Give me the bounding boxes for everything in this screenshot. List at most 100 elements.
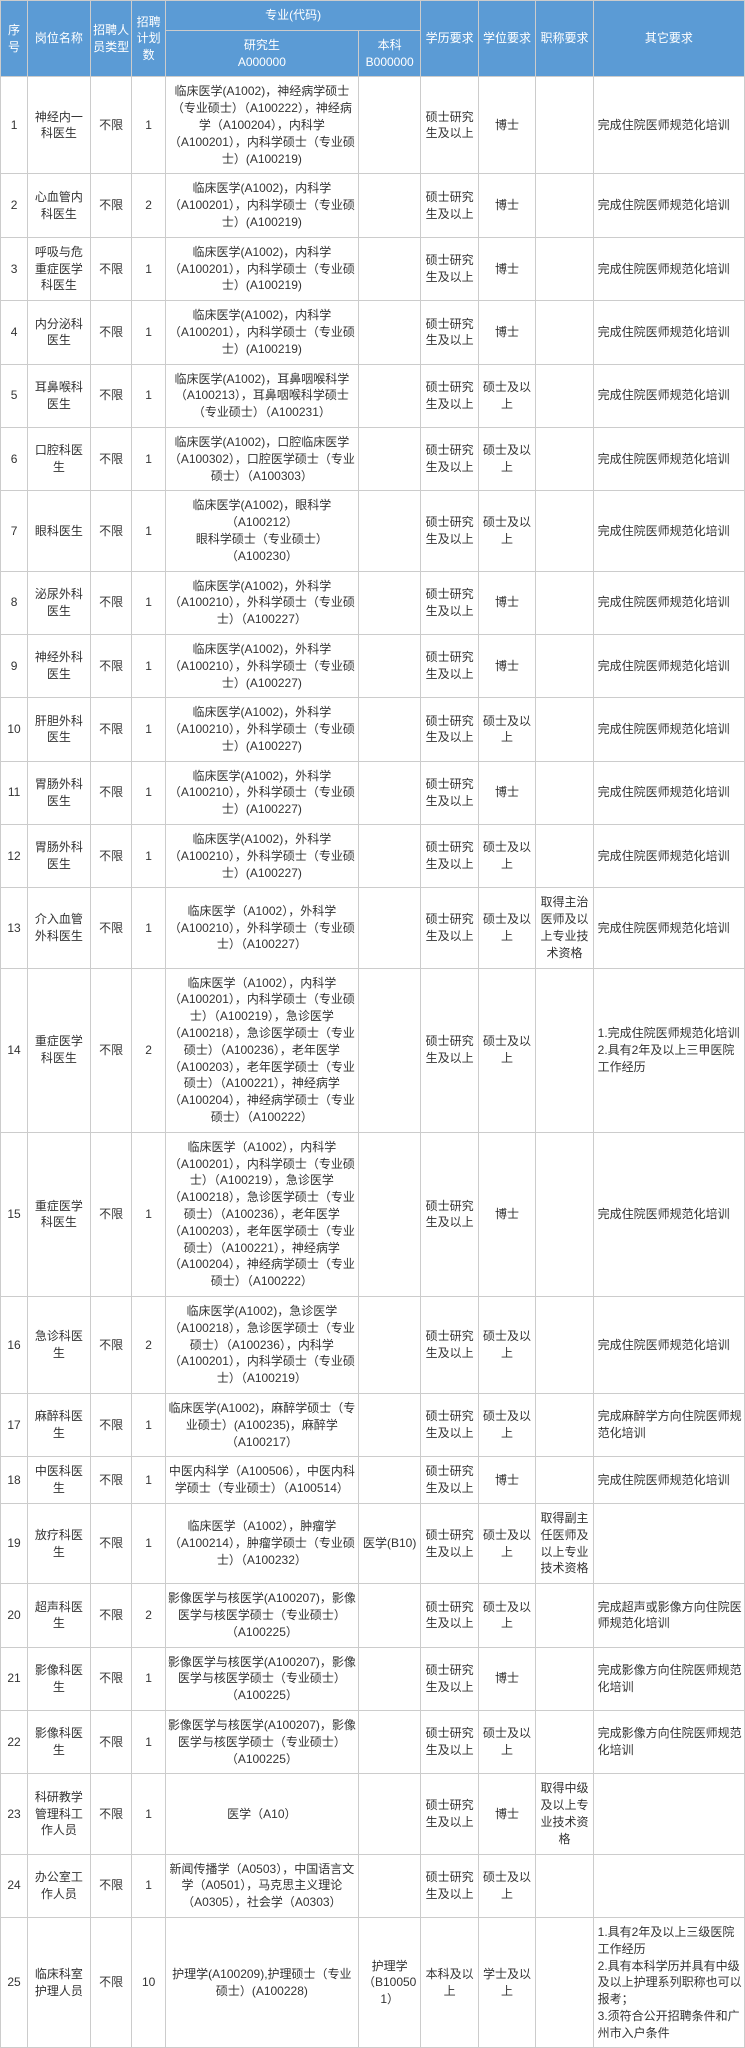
cell-title bbox=[536, 1647, 593, 1710]
cell-plan: 1 bbox=[132, 1854, 165, 1917]
cell-deg: 硕士及以上 bbox=[478, 1297, 535, 1394]
cell-edu: 硕士研究生及以上 bbox=[421, 1647, 478, 1710]
cell-ptype: 不限 bbox=[90, 174, 132, 237]
cell-deg: 博士 bbox=[478, 1132, 535, 1296]
table-body: 1神经内一科医生不限1临床医学(A1002)，神经病学硕士（专业硕士）（A100… bbox=[1, 77, 745, 2048]
cell-position: 超声科医生 bbox=[28, 1584, 91, 1647]
cell-idx: 15 bbox=[1, 1132, 28, 1296]
table-row: 5耳鼻喉科医生不限1临床医学(A1002)，耳鼻咽喉科学（A100213），耳鼻… bbox=[1, 364, 745, 427]
cell-idx: 22 bbox=[1, 1710, 28, 1773]
cell-position: 神经外科医生 bbox=[28, 634, 91, 697]
cell-edu: 硕士研究生及以上 bbox=[421, 1503, 478, 1583]
cell-ptype: 不限 bbox=[90, 968, 132, 1132]
col-edu: 学历要求 bbox=[421, 1, 478, 77]
cell-other bbox=[593, 1503, 744, 1583]
cell-plan: 1 bbox=[132, 634, 165, 697]
cell-grad: 临床医学(A1002)，内科学（A100201），内科学硕士（专业硕士）(A10… bbox=[165, 237, 358, 300]
cell-position: 中医科医生 bbox=[28, 1457, 91, 1504]
cell-idx: 24 bbox=[1, 1854, 28, 1917]
cell-position: 急诊科医生 bbox=[28, 1297, 91, 1394]
cell-deg: 硕士及以上 bbox=[478, 1710, 535, 1773]
cell-ug bbox=[358, 761, 421, 824]
cell-edu: 硕士研究生及以上 bbox=[421, 634, 478, 697]
recruitment-table: 序号 岗位名称 招聘人员类型 招聘计划数 专业(代码) 学历要求 学位要求 职称… bbox=[0, 0, 745, 2048]
cell-title bbox=[536, 761, 593, 824]
cell-other: 1.完成住院医师规范化培训2.具有2年及以上三甲医院工作经历 bbox=[593, 968, 744, 1132]
cell-grad: 临床医学（A1002），内科学（A100201），内科学硕士（专业硕士）（A10… bbox=[165, 968, 358, 1132]
cell-edu: 硕士研究生及以上 bbox=[421, 1297, 478, 1394]
cell-ptype: 不限 bbox=[90, 698, 132, 761]
cell-ug bbox=[358, 174, 421, 237]
cell-edu: 硕士研究生及以上 bbox=[421, 174, 478, 237]
table-header: 序号 岗位名称 招聘人员类型 招聘计划数 专业(代码) 学历要求 学位要求 职称… bbox=[1, 1, 745, 77]
cell-idx: 20 bbox=[1, 1584, 28, 1647]
cell-position: 重症医学科医生 bbox=[28, 968, 91, 1132]
cell-title bbox=[536, 491, 593, 571]
cell-ug bbox=[358, 968, 421, 1132]
col-plan: 招聘计划数 bbox=[132, 1, 165, 77]
cell-ug bbox=[358, 491, 421, 571]
cell-edu: 硕士研究生及以上 bbox=[421, 77, 478, 174]
cell-other: 完成住院医师规范化培训 bbox=[593, 888, 744, 968]
cell-edu: 硕士研究生及以上 bbox=[421, 1457, 478, 1504]
cell-grad: 临床医学(A1002)，内科学（A100201），内科学硕士（专业硕士）(A10… bbox=[165, 301, 358, 364]
cell-position: 泌尿外科医生 bbox=[28, 571, 91, 634]
cell-position: 眼科医生 bbox=[28, 491, 91, 571]
cell-grad: 临床医学(A1002)，外科学（A100210），外科学硕士（专业硕士）（A10… bbox=[165, 571, 358, 634]
cell-other: 完成住院医师规范化培训 bbox=[593, 1297, 744, 1394]
cell-plan: 1 bbox=[132, 698, 165, 761]
cell-plan: 1 bbox=[132, 491, 165, 571]
table-row: 2心血管内科医生不限2临床医学(A1002)，内科学（A100201），内科学硕… bbox=[1, 174, 745, 237]
cell-other: 完成麻醉学方向住院医师规范化培训 bbox=[593, 1393, 744, 1456]
cell-ptype: 不限 bbox=[90, 1393, 132, 1456]
cell-deg: 硕士及以上 bbox=[478, 364, 535, 427]
cell-grad: 临床医学(A1002)，急诊医学（A100218），急诊医学硕士（专业硕士）（A… bbox=[165, 1297, 358, 1394]
cell-ug bbox=[358, 1457, 421, 1504]
cell-deg: 博士 bbox=[478, 634, 535, 697]
cell-edu: 硕士研究生及以上 bbox=[421, 761, 478, 824]
cell-edu: 硕士研究生及以上 bbox=[421, 825, 478, 888]
table-row: 15重症医学科医生不限1临床医学（A1002），内科学（A100201），内科学… bbox=[1, 1132, 745, 1296]
cell-idx: 8 bbox=[1, 571, 28, 634]
col-grad-label: 研究生 bbox=[244, 38, 280, 52]
cell-other: 完成影像方向住院医师规范化培训 bbox=[593, 1647, 744, 1710]
cell-position: 科研教学管理科工作人员 bbox=[28, 1774, 91, 1854]
cell-other: 完成住院医师规范化培训 bbox=[593, 427, 744, 490]
cell-deg: 硕士及以上 bbox=[478, 1503, 535, 1583]
cell-title: 取得主治医师及以上专业技术资格 bbox=[536, 888, 593, 968]
cell-ug bbox=[358, 1297, 421, 1394]
cell-idx: 5 bbox=[1, 364, 28, 427]
cell-deg: 硕士及以上 bbox=[478, 1393, 535, 1456]
cell-plan: 2 bbox=[132, 1297, 165, 1394]
col-grad-code: A000000 bbox=[238, 55, 286, 69]
cell-grad: 新闻传播学（A0503），中国语言文学（A0501），马克思主义理论（A0305… bbox=[165, 1854, 358, 1917]
cell-deg: 博士 bbox=[478, 761, 535, 824]
table-row: 24办公室工作人员不限1新闻传播学（A0503），中国语言文学（A0501），马… bbox=[1, 1854, 745, 1917]
cell-idx: 12 bbox=[1, 825, 28, 888]
cell-idx: 18 bbox=[1, 1457, 28, 1504]
cell-edu: 硕士研究生及以上 bbox=[421, 427, 478, 490]
table-row: 18中医科医生不限1中医内科学（A100506），中医内科学硕士（专业硕士）（A… bbox=[1, 1457, 745, 1504]
cell-position: 心血管内科医生 bbox=[28, 174, 91, 237]
cell-grad: 临床医学(A1002)，眼科学（A100212）眼科学硕士（专业硕士）（A100… bbox=[165, 491, 358, 571]
cell-idx: 2 bbox=[1, 174, 28, 237]
cell-edu: 硕士研究生及以上 bbox=[421, 888, 478, 968]
cell-grad: 临床医学（A1002），肿瘤学（A100214），肿瘤学硕士（专业硕士）（A10… bbox=[165, 1503, 358, 1583]
cell-ptype: 不限 bbox=[90, 1774, 132, 1854]
cell-plan: 1 bbox=[132, 1710, 165, 1773]
cell-ug bbox=[358, 1647, 421, 1710]
cell-grad: 影像医学与核医学(A100207)，影像医学与核医学硕士（专业硕士）（A1002… bbox=[165, 1584, 358, 1647]
table-row: 6口腔科医生不限1临床医学(A1002)，口腔临床医学（A100302），口腔医… bbox=[1, 427, 745, 490]
cell-deg: 博士 bbox=[478, 1774, 535, 1854]
cell-ptype: 不限 bbox=[90, 427, 132, 490]
cell-edu: 硕士研究生及以上 bbox=[421, 698, 478, 761]
cell-title bbox=[536, 1584, 593, 1647]
cell-title bbox=[536, 174, 593, 237]
cell-plan: 1 bbox=[132, 77, 165, 174]
cell-edu: 硕士研究生及以上 bbox=[421, 968, 478, 1132]
table-row: 19放疗科医生不限1临床医学（A1002），肿瘤学（A100214），肿瘤学硕士… bbox=[1, 1503, 745, 1583]
cell-grad: 中医内科学（A100506），中医内科学硕士（专业硕士）（A100514） bbox=[165, 1457, 358, 1504]
cell-plan: 1 bbox=[132, 301, 165, 364]
cell-ptype: 不限 bbox=[90, 761, 132, 824]
cell-ug: 医学(B10) bbox=[358, 1503, 421, 1583]
